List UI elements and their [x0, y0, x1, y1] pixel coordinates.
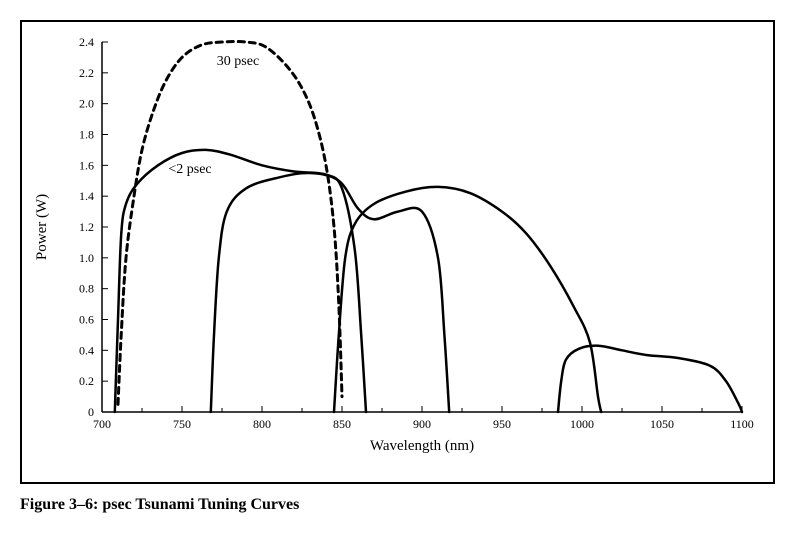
- chart-svg: 70075080085090095010001050110000.20.40.6…: [92, 42, 752, 462]
- y-tick-label: 0.2: [79, 374, 94, 388]
- y-tick-label: 1.8: [79, 128, 94, 142]
- series-label: 30 psec: [217, 54, 259, 69]
- y-tick-label: 2.2: [79, 66, 94, 80]
- caption-text: psec Tsunami Tuning Curves: [102, 496, 299, 513]
- y-tick-label: 2.4: [79, 35, 94, 49]
- y-axis-label: Power (W): [34, 194, 50, 260]
- y-tick-label: 2.0: [79, 97, 94, 111]
- x-tick-label: 950: [493, 417, 511, 431]
- y-tick-label: 0.6: [79, 313, 94, 327]
- x-tick-label: 1100: [730, 417, 754, 431]
- series-curve: [211, 173, 449, 412]
- y-tick-label: 1.4: [79, 189, 94, 203]
- x-tick-label: 750: [173, 417, 191, 431]
- chart-frame: 700 750 800 850 900 950 1000 1050 1100 0 0.2 0.4 0.6…: [20, 20, 775, 484]
- y-tick-label: 1.6: [79, 158, 94, 172]
- x-tick-label: 700: [93, 417, 111, 431]
- y-tick-label: 0: [88, 405, 94, 419]
- x-tick-label: 1050: [650, 417, 674, 431]
- y-tick-label: 1.2: [79, 220, 94, 234]
- y-tick-label: 0.8: [79, 282, 94, 296]
- figure-caption: Figure 3–6: psec Tsunami Tuning Curves: [20, 496, 791, 514]
- x-tick-label: 900: [413, 417, 431, 431]
- series-curve: [118, 42, 342, 405]
- y-tick-label: 0.4: [79, 343, 94, 357]
- series-curve: [558, 346, 742, 412]
- x-tick-label: 1000: [570, 417, 594, 431]
- series-label: <2 psec: [168, 162, 211, 177]
- x-tick-label: 850: [333, 417, 351, 431]
- y-tick-label: 1.0: [79, 251, 94, 265]
- plot-area: 70075080085090095010001050110000.20.40.6…: [92, 42, 752, 422]
- caption-prefix: Figure 3–6:: [20, 496, 102, 513]
- x-axis-label: Wavelength (nm): [370, 438, 474, 454]
- x-tick-label: 800: [253, 417, 271, 431]
